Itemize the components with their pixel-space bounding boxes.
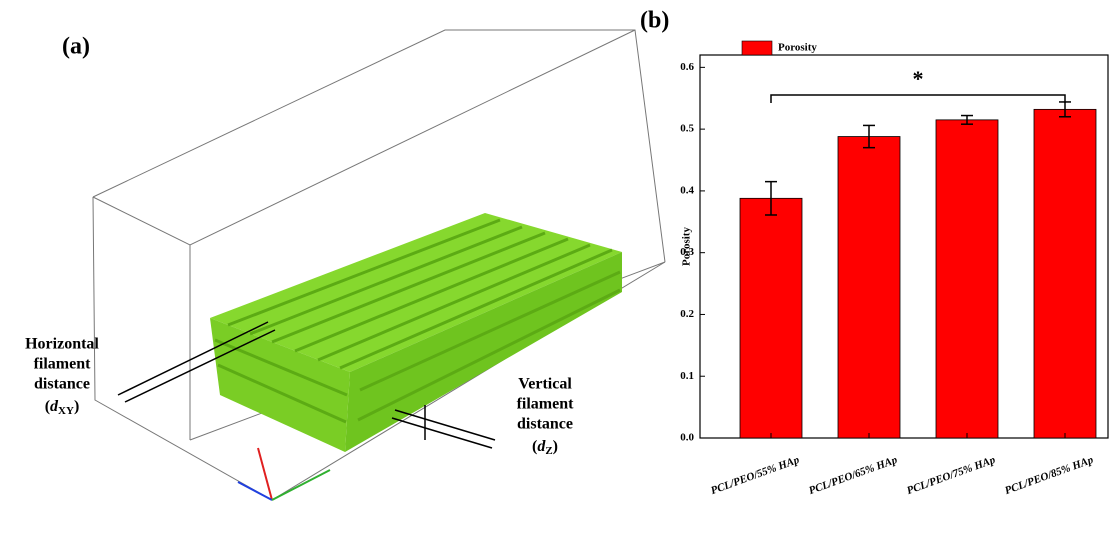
- bar: [739, 197, 803, 439]
- panel-a: (a): [25, 29, 666, 501]
- symbol-part: ): [74, 398, 79, 415]
- label-line: filament: [517, 396, 575, 413]
- y-tick-label: 0.1: [680, 370, 694, 382]
- bar: [1033, 108, 1097, 439]
- symbol-part: d: [50, 398, 59, 415]
- y-tick-label: 0.3: [680, 246, 694, 258]
- y-tick-label: 0.2: [680, 308, 694, 320]
- y-tick-label: 0.4: [680, 184, 694, 196]
- label-line: Horizontal: [25, 336, 99, 353]
- box-edge: [92, 196, 666, 501]
- panel-b: (b) 0.0 0.1 0.2 0.3 0.4 0.5 0.6 Porosity PCL/PEO/…: [640, 8, 1109, 497]
- y-tick-label: 0.5: [680, 123, 694, 135]
- symbol: (dXY): [45, 398, 80, 417]
- significance-bracket: [770, 94, 1066, 103]
- error-bar: [863, 124, 875, 149]
- panel-label: (b): [640, 8, 669, 34]
- symbol-part: Z: [545, 445, 552, 457]
- error-bar: [765, 180, 777, 216]
- panel-label: (a): [62, 34, 90, 60]
- label-line: distance: [34, 376, 90, 393]
- vertical-label: Vertical filament distance (dZ): [517, 376, 575, 457]
- axis-triad: [237, 447, 331, 501]
- significance-star: *: [913, 66, 924, 91]
- y-axis-title: Porosity: [681, 227, 693, 266]
- legend-swatch: [741, 40, 773, 56]
- label-line: distance: [517, 416, 573, 433]
- error-bar: [961, 114, 973, 125]
- x-tick-label: PCL/PEO/75% HAp: [905, 454, 997, 497]
- x-tick-label: PCL/PEO/55% HAp: [709, 454, 801, 497]
- x-tick-label: PCL/PEO/65% HAp: [807, 454, 899, 497]
- x-tick-label: PCL/PEO/85% HAp: [1003, 454, 1095, 497]
- dimension-lines: [117, 321, 496, 449]
- box-edge: [92, 29, 666, 263]
- legend-label: Porosity: [778, 42, 817, 54]
- symbol-part: ): [553, 438, 558, 455]
- y-tick-label: 0.6: [680, 61, 694, 73]
- y-tick-label: 0.0: [680, 432, 694, 444]
- symbol: (dZ): [532, 438, 558, 457]
- symbol-part: d: [537, 438, 546, 455]
- label-line: filament: [34, 356, 92, 373]
- filaments: [214, 218, 621, 424]
- symbol-part: XY: [58, 405, 74, 417]
- horizontal-label: Horizontal filament distance (dXY): [25, 336, 99, 417]
- label-line: Vertical: [518, 376, 572, 393]
- bar: [935, 119, 999, 439]
- bar: [837, 136, 901, 439]
- box-edge: [92, 29, 636, 246]
- scaffold: [210, 213, 622, 452]
- plot-frame: [699, 54, 1109, 439]
- scaffold-top: [210, 213, 622, 372]
- symbol-part: (: [45, 398, 50, 415]
- symbol-part: (: [532, 438, 537, 455]
